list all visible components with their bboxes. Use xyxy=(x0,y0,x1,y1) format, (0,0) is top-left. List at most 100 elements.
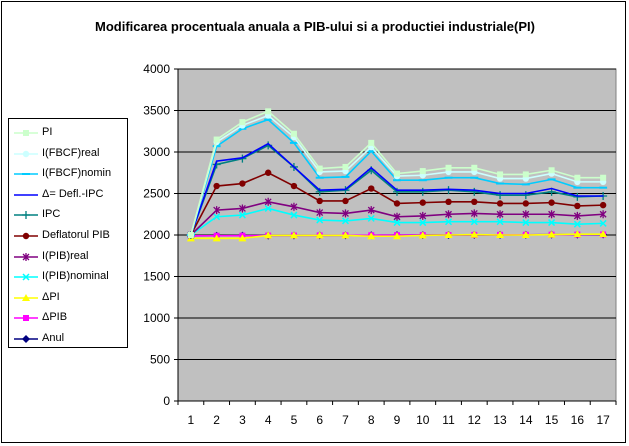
data-point xyxy=(238,204,246,213)
data-point xyxy=(600,174,607,181)
data-point xyxy=(316,197,323,205)
data-point xyxy=(522,219,530,227)
data-point xyxy=(316,216,324,224)
legend-item: I(PIB)nominal xyxy=(9,267,127,287)
data-point xyxy=(290,182,298,190)
legend-label: IPC xyxy=(42,208,61,221)
legend-label: I(FBCF)real xyxy=(42,146,100,159)
data-point xyxy=(264,231,273,239)
data-point xyxy=(342,197,349,205)
y-tick-label: 0 xyxy=(163,394,170,408)
data-point xyxy=(521,231,530,238)
legend-item: I(PIB)real xyxy=(9,247,127,267)
data-point xyxy=(187,232,194,238)
legend-item: Δ= Defl.-IPC xyxy=(9,185,127,205)
data-point xyxy=(293,166,295,168)
legend-swatch xyxy=(14,293,38,301)
x-tick-label: 7 xyxy=(342,413,349,427)
data-point xyxy=(525,192,527,195)
x-tick-label: 15 xyxy=(545,413,559,427)
data-point xyxy=(239,180,246,187)
data-point xyxy=(445,164,452,171)
data-point xyxy=(599,219,607,227)
legend-swatch xyxy=(14,315,38,322)
data-point xyxy=(471,164,478,171)
data-point xyxy=(574,202,581,210)
data-point xyxy=(447,188,450,190)
data-point xyxy=(599,210,607,219)
data-point xyxy=(470,230,479,238)
data-point xyxy=(573,192,582,201)
data-point xyxy=(213,213,221,221)
data-point xyxy=(393,232,401,240)
data-point xyxy=(396,189,398,191)
data-point xyxy=(289,231,298,239)
data-point xyxy=(265,108,272,115)
x-tick-label: 13 xyxy=(493,413,507,427)
data-point xyxy=(470,187,479,196)
legend-swatch xyxy=(14,273,38,281)
legend-label: Anul xyxy=(42,332,65,344)
data-point xyxy=(367,206,375,215)
legend-marker xyxy=(22,252,30,261)
data-point xyxy=(418,187,427,196)
chart-title: Modificarea procentuala anuala a PIB-ulu… xyxy=(95,19,535,34)
legend-label: I(FBCF)nomin xyxy=(42,167,112,180)
x-tick-label: 8 xyxy=(368,413,375,427)
data-point xyxy=(216,160,218,162)
data-point xyxy=(212,234,221,242)
legend-swatch xyxy=(14,150,38,157)
data-point xyxy=(368,185,375,192)
data-point xyxy=(367,232,376,240)
data-point xyxy=(241,157,244,159)
x-tick-label: 10 xyxy=(416,413,430,427)
x-tick-label: 1 xyxy=(188,413,195,427)
data-point xyxy=(522,171,529,178)
data-point xyxy=(418,231,427,239)
data-point xyxy=(547,230,556,238)
legend-marker xyxy=(22,293,30,301)
legend-swatch xyxy=(14,173,38,176)
data-point xyxy=(342,163,349,170)
data-point xyxy=(319,189,321,191)
legend-label: I(PIB)real xyxy=(42,249,89,262)
y-tick-label: 2000 xyxy=(143,228,170,242)
series-4 xyxy=(187,197,607,239)
data-point xyxy=(548,199,555,206)
data-point xyxy=(550,187,553,190)
data-point xyxy=(267,143,269,145)
legend-swatch xyxy=(14,335,38,343)
data-point xyxy=(213,206,221,215)
data-point xyxy=(496,210,504,219)
data-point xyxy=(239,119,246,126)
data-point xyxy=(344,188,347,190)
data-point xyxy=(341,231,350,239)
data-point xyxy=(548,167,555,174)
data-point xyxy=(342,209,349,218)
data-point xyxy=(470,209,478,218)
x-tick-label: 16 xyxy=(571,413,585,427)
data-point xyxy=(576,195,578,197)
data-point xyxy=(393,200,401,207)
data-point xyxy=(393,212,401,221)
y-tick-label: 500 xyxy=(150,353,170,367)
data-point xyxy=(419,219,427,227)
data-point xyxy=(264,169,272,176)
data-point xyxy=(422,189,424,191)
data-point xyxy=(368,139,375,146)
legend-swatch xyxy=(14,193,38,196)
y-tick-label: 4000 xyxy=(143,62,170,76)
data-point xyxy=(445,210,452,219)
data-point xyxy=(393,219,401,227)
data-point xyxy=(290,211,298,219)
y-tick-label: 1500 xyxy=(143,270,170,284)
data-point xyxy=(238,234,247,242)
data-point xyxy=(367,214,375,222)
legend-item: Deflatorul PIB xyxy=(9,226,127,246)
data-point xyxy=(213,136,220,143)
x-tick-label: 6 xyxy=(316,413,323,427)
y-tick-label: 1000 xyxy=(143,311,170,325)
data-point xyxy=(213,182,220,190)
